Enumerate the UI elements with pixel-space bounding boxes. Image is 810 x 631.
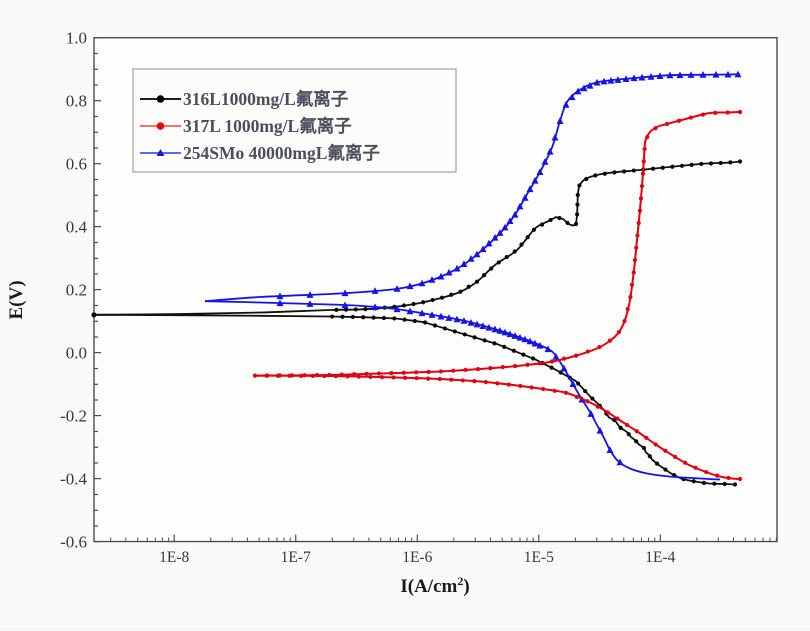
svg-text:317L 1000mg/L氟离子: 317L 1000mg/L氟离子 — [183, 116, 352, 136]
svg-text:E(V): E(V) — [6, 280, 27, 319]
svg-text:1E-5: 1E-5 — [524, 549, 554, 566]
svg-text:0.0: 0.0 — [66, 344, 87, 363]
svg-text:1E-8: 1E-8 — [159, 549, 189, 566]
svg-text:0.6: 0.6 — [66, 155, 87, 174]
svg-text:-0.2: -0.2 — [60, 407, 87, 426]
svg-text:1E-4: 1E-4 — [645, 549, 675, 566]
svg-text:-0.6: -0.6 — [60, 533, 87, 552]
svg-text:-0.4: -0.4 — [60, 470, 87, 489]
svg-text:0.8: 0.8 — [66, 92, 87, 111]
svg-text:1E-6: 1E-6 — [402, 549, 432, 566]
svg-text:0.4: 0.4 — [66, 218, 88, 237]
svg-text:1E-7: 1E-7 — [281, 549, 311, 566]
svg-text:316L1000mg/L氟离子: 316L1000mg/L氟离子 — [183, 89, 349, 109]
svg-text:1.0: 1.0 — [66, 29, 87, 48]
svg-text:254SMo 40000mgL氟离子: 254SMo 40000mgL氟离子 — [183, 143, 380, 163]
svg-text:0.2: 0.2 — [66, 281, 87, 300]
